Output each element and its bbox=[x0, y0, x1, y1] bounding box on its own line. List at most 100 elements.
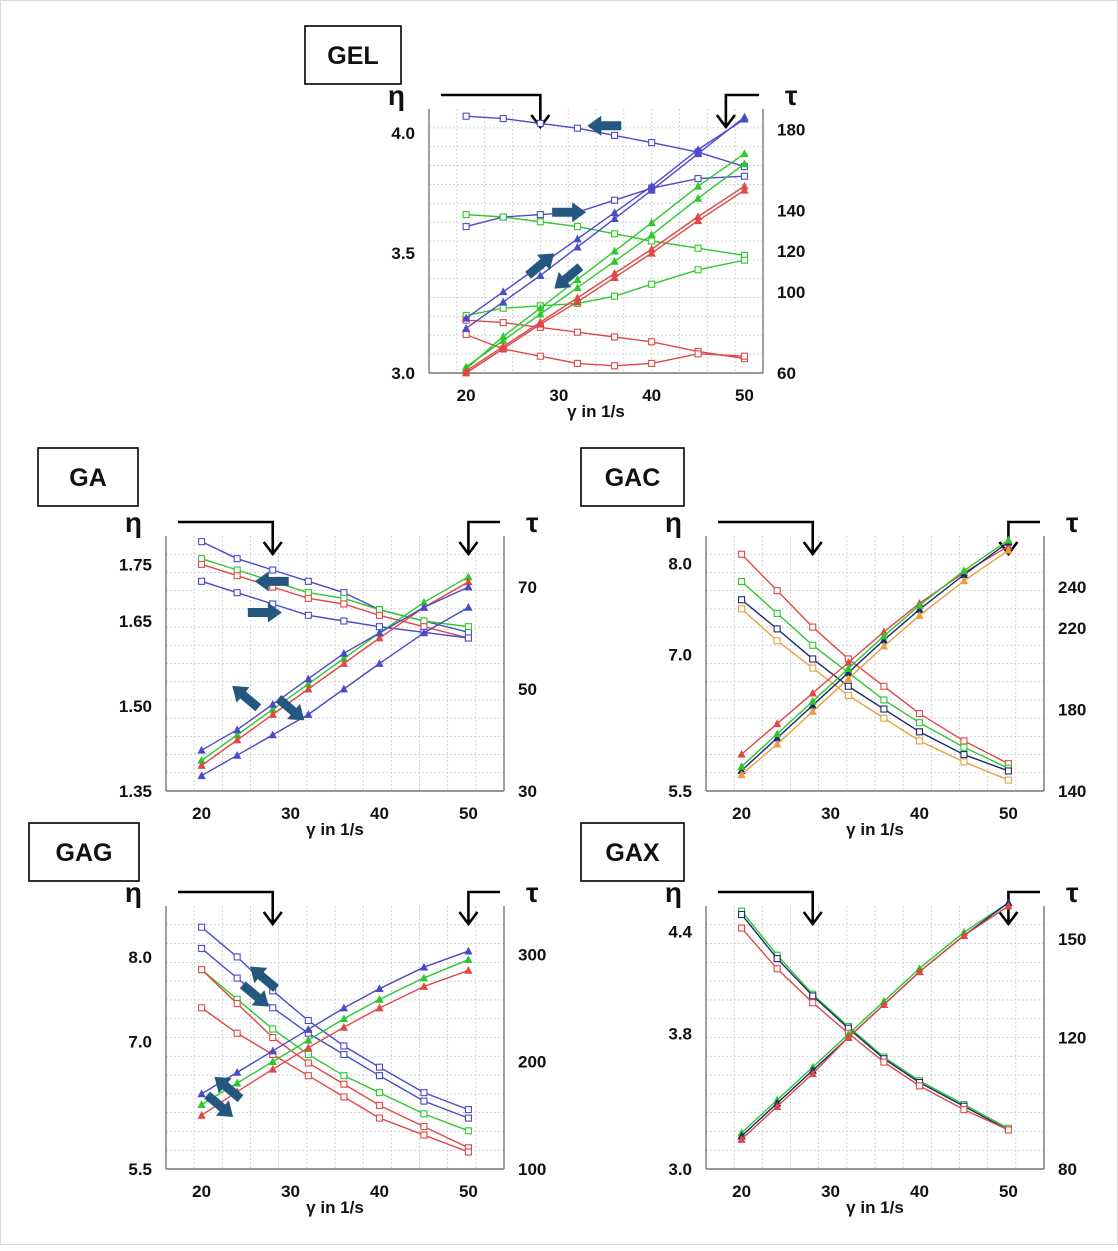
direction-arrow bbox=[254, 571, 289, 592]
right-tick-label: 150 bbox=[1058, 930, 1086, 949]
x-tick-label: 50 bbox=[459, 1182, 478, 1201]
data-point bbox=[340, 1093, 348, 1101]
data-point bbox=[233, 1000, 241, 1008]
data-point bbox=[573, 124, 581, 132]
data-point bbox=[464, 1106, 472, 1114]
series-line bbox=[201, 586, 469, 751]
data-point bbox=[419, 603, 429, 611]
data-point bbox=[809, 623, 817, 631]
data-point bbox=[464, 1148, 472, 1156]
data-point bbox=[339, 1014, 349, 1023]
series-line bbox=[741, 539, 1009, 768]
right-tick-label: 30 bbox=[518, 782, 537, 801]
data-point bbox=[339, 684, 349, 693]
data-point bbox=[375, 1101, 384, 1109]
data-point bbox=[339, 1003, 349, 1012]
data-point bbox=[808, 696, 817, 705]
x-tick-label: 40 bbox=[370, 804, 389, 823]
x-tick-label: 20 bbox=[192, 1182, 211, 1201]
data-point bbox=[648, 237, 656, 245]
x-tick-label: 20 bbox=[732, 1182, 751, 1201]
data-point bbox=[573, 242, 582, 251]
data-point bbox=[461, 313, 471, 322]
data-point bbox=[499, 344, 508, 353]
x-tick-label: 20 bbox=[192, 804, 211, 823]
data-point bbox=[499, 297, 508, 306]
data-point bbox=[198, 560, 206, 568]
panel-title-box bbox=[37, 447, 139, 507]
data-point bbox=[648, 359, 656, 367]
right-axis-symbol: τ bbox=[1066, 877, 1079, 908]
right-tick-label: 220 bbox=[1058, 619, 1086, 638]
x-tick-label: 40 bbox=[370, 1182, 389, 1201]
left-tick-label: 4.0 bbox=[391, 124, 415, 143]
data-point bbox=[809, 655, 817, 663]
data-point bbox=[340, 1050, 348, 1059]
data-point bbox=[375, 1072, 384, 1080]
bracket-arrow-right bbox=[1007, 890, 1040, 922]
data-point bbox=[420, 1110, 428, 1118]
data-point bbox=[694, 266, 702, 274]
data-point bbox=[304, 1035, 313, 1044]
bracket-arrow-left bbox=[178, 520, 275, 552]
left-axis-symbol: η bbox=[665, 877, 682, 908]
data-point bbox=[879, 641, 889, 650]
data-point bbox=[304, 1016, 312, 1025]
series-line bbox=[465, 189, 745, 374]
data-point bbox=[269, 1004, 277, 1012]
data-point bbox=[304, 1050, 312, 1059]
data-point bbox=[611, 196, 619, 204]
series-line bbox=[741, 549, 1009, 776]
bracket-arrow-left bbox=[718, 520, 815, 552]
panel-0: GEL η τ 3.0 3.5 4.0 60 100 120 140 180 20 30 40 50 γ in… bbox=[304, 25, 805, 421]
series-line bbox=[201, 576, 469, 761]
data-point bbox=[464, 955, 473, 964]
data-point bbox=[773, 625, 781, 633]
data-point bbox=[808, 688, 817, 697]
panel-title-box bbox=[304, 25, 402, 85]
series-line bbox=[741, 599, 1009, 772]
data-point bbox=[464, 966, 473, 974]
data-point bbox=[611, 131, 619, 139]
left-tick-label: 3.5 bbox=[391, 244, 415, 263]
data-point bbox=[304, 1072, 312, 1080]
data-point bbox=[419, 982, 429, 990]
data-point bbox=[647, 218, 656, 227]
data-point bbox=[233, 555, 241, 563]
direction-arrow bbox=[275, 695, 305, 721]
data-point bbox=[693, 216, 703, 225]
data-point bbox=[693, 194, 703, 202]
data-point bbox=[844, 682, 852, 690]
data-point bbox=[499, 319, 507, 327]
data-point bbox=[375, 611, 384, 619]
data-point bbox=[809, 992, 817, 1000]
left-axis-symbol: η bbox=[665, 507, 682, 538]
data-point bbox=[694, 350, 702, 358]
data-point bbox=[233, 953, 241, 961]
x-tick-label: 20 bbox=[732, 804, 751, 823]
data-point bbox=[304, 594, 312, 602]
data-point bbox=[959, 566, 969, 575]
bracket-arrow-left-head bbox=[802, 911, 823, 927]
data-point bbox=[960, 751, 968, 759]
x-tick-label: 30 bbox=[549, 386, 568, 405]
left-tick-label: 8.0 bbox=[668, 554, 692, 573]
data-point bbox=[232, 1068, 242, 1076]
series-line bbox=[741, 902, 1009, 1134]
panel-3: GAG η τ 5.5 7.0 8.0 100 200 300 20 30 40 50 γ in 1/s bbox=[28, 822, 546, 1217]
data-point bbox=[304, 1059, 312, 1067]
data-point bbox=[740, 149, 749, 158]
x-axis-label: γ in 1/s bbox=[306, 820, 364, 839]
data-point bbox=[1004, 545, 1013, 554]
x-tick-label: 30 bbox=[821, 804, 840, 823]
data-point bbox=[773, 609, 781, 617]
data-point bbox=[610, 273, 619, 281]
panel-title: GEL bbox=[327, 42, 378, 70]
data-point bbox=[198, 923, 206, 931]
right-tick-label: 70 bbox=[518, 578, 537, 597]
data-point bbox=[573, 223, 581, 231]
data-point bbox=[233, 589, 241, 597]
data-point bbox=[268, 1064, 277, 1073]
data-point bbox=[304, 1025, 313, 1033]
data-point bbox=[960, 1106, 968, 1114]
